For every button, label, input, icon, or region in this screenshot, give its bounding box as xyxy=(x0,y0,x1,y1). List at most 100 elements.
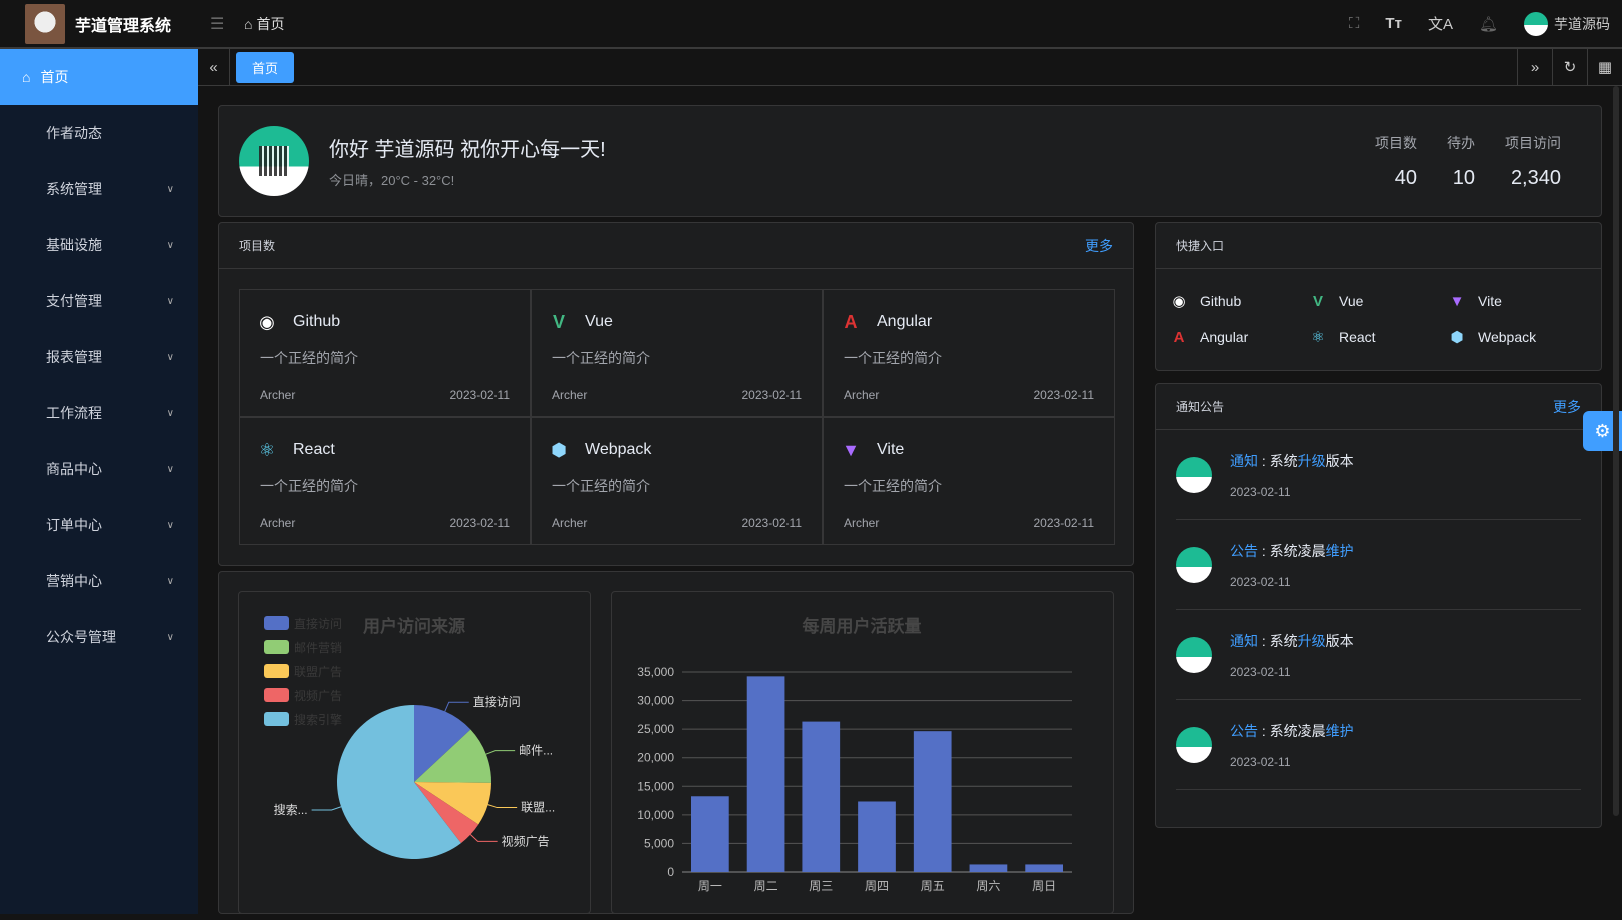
shortcut-item[interactable]: ⬢ Webpack xyxy=(1448,325,1587,349)
sidebar-item[interactable]: 工作流程 ∨ xyxy=(0,385,198,441)
bar xyxy=(913,731,952,872)
project-author: Archer xyxy=(552,388,588,402)
sidebar-item[interactable]: 支付管理 ∨ xyxy=(0,273,198,329)
project-desc: 一个正经的简介 xyxy=(552,478,650,494)
weather: 今日晴，20°C - 32°C! xyxy=(329,173,455,188)
shortcut-item[interactable]: V Vue xyxy=(1309,289,1448,313)
notice-date: 2023-02-11 xyxy=(1230,754,1291,769)
notice-type[interactable]: 通知 xyxy=(1230,632,1258,649)
shortcut-item[interactable]: ◉ Github xyxy=(1170,289,1309,313)
notice-item[interactable]: 公告 : 系统凌晨维护 2023-02-11 xyxy=(1176,520,1581,610)
sidebar-item[interactable]: 订单中心 ∨ xyxy=(0,497,198,553)
notice-type[interactable]: 公告 xyxy=(1230,542,1258,559)
notices-card: 通知公告 更多 通知 : 系统升级版本 2023-02-11 公告 : 系统凌晨维护 2… xyxy=(1155,383,1602,828)
notice-item[interactable]: 通知 : 系统升级版本 2023-02-11 xyxy=(1176,430,1581,520)
stat: 项目数 40 xyxy=(1375,133,1417,190)
translate-icon[interactable]: 文A xyxy=(1427,16,1453,33)
legend-swatch xyxy=(264,640,289,654)
user-menu[interactable]: 芋道源码 xyxy=(1524,11,1610,36)
sidebar-item[interactable]: 报表管理 ∨ xyxy=(0,329,198,385)
project-card[interactable]: V Vue 一个正经的简介 Archer 2023-02-11 xyxy=(531,289,823,417)
collapse-menu-icon[interactable]: ☰ xyxy=(210,15,225,33)
label-line xyxy=(487,804,518,809)
scroll-left-button[interactable]: « xyxy=(198,48,230,86)
react-icon: ⚛ xyxy=(258,439,276,460)
chevron-down-icon: ∨ xyxy=(166,351,174,363)
project-card[interactable]: ◉ Github 一个正经的简介 Archer 2023-02-11 xyxy=(239,289,531,417)
project-card[interactable]: ⚛ React 一个正经的简介 Archer 2023-02-11 xyxy=(239,417,531,545)
user-name: 芋道源码 xyxy=(1554,15,1610,32)
sidebar-item[interactable]: 公众号管理 ∨ xyxy=(0,609,198,665)
avatar xyxy=(1176,636,1212,673)
vite-icon: ▼ xyxy=(842,439,860,460)
shortcut-item[interactable]: A Angular xyxy=(1170,325,1309,349)
shortcut-item[interactable]: ⚛ React xyxy=(1309,325,1448,349)
sidebar-item[interactable]: 营销中心 ∨ xyxy=(0,553,198,609)
stat-label: 项目访问 xyxy=(1505,134,1561,151)
x-tick-label: 周四 xyxy=(865,879,889,893)
project-name: Angular xyxy=(877,313,933,330)
notice-type[interactable]: 通知 xyxy=(1230,452,1258,469)
project-card[interactable]: ⬢ Webpack 一个正经的简介 Archer 2023-02-11 xyxy=(531,417,823,545)
scroll-right-button[interactable]: » xyxy=(1517,48,1552,86)
tab-home[interactable]: 首页 xyxy=(236,51,295,83)
project-desc: 一个正经的简介 xyxy=(260,350,358,366)
stat-value: 10 xyxy=(1452,166,1475,189)
notice-text: 系统凌晨 xyxy=(1269,542,1326,559)
shortcut-item[interactable]: ▼ Vite xyxy=(1448,289,1587,313)
notice-type[interactable]: 公告 xyxy=(1230,722,1258,739)
user-avatar xyxy=(239,126,309,196)
breadcrumb-item[interactable]: 首页 xyxy=(256,15,285,32)
refresh-button[interactable]: ↻ xyxy=(1552,48,1587,86)
shortcut-name: Vite xyxy=(1478,293,1502,309)
notice-item[interactable]: 通知 : 系统升级版本 2023-02-11 xyxy=(1176,610,1581,700)
notice-text: 系统 xyxy=(1269,452,1298,469)
sidebar-item[interactable]: 作者动态 xyxy=(0,105,198,161)
label-line xyxy=(311,806,342,811)
bar xyxy=(691,796,729,872)
label-line xyxy=(485,750,516,755)
sidebar-item-label: 工作流程 xyxy=(46,405,102,421)
scrollbar[interactable] xyxy=(1613,86,1619,816)
legend-label: 搜索引擎 xyxy=(294,712,342,727)
project-author: Archer xyxy=(844,388,880,402)
project-name: Vue xyxy=(585,313,613,330)
chevron-down-icon: ∨ xyxy=(166,631,174,643)
chevron-down-icon: ∨ xyxy=(166,295,174,307)
shortcuts-card: 快捷入口 ◉ Github V Vue ▼ Vite A Angular ⚛ React ⬢ Webp… xyxy=(1155,222,1602,371)
sidebar-item[interactable]: 基础设施 ∨ xyxy=(0,217,198,273)
breadcrumb[interactable]: ⌂ 首页 xyxy=(244,14,284,34)
shortcut-name: React xyxy=(1339,329,1376,345)
notice-text: 版本 xyxy=(1325,632,1354,649)
notices-more-link[interactable]: 更多 xyxy=(1553,398,1581,415)
font-size-icon[interactable]: Tт xyxy=(1385,15,1402,32)
legend-label: 联盟广告 xyxy=(294,665,342,679)
chevron-down-icon: ∨ xyxy=(166,239,174,251)
tab-menu-button[interactable]: ▦ xyxy=(1587,48,1622,86)
slice-label: 邮件... xyxy=(519,744,553,758)
tabs-bar: « 首页 » ↻ ▦ xyxy=(198,48,1622,86)
project-card[interactable]: ▼ Vite 一个正经的简介 Archer 2023-02-11 xyxy=(823,417,1115,545)
projects-more-link[interactable]: 更多 xyxy=(1085,237,1113,254)
avatar xyxy=(1176,546,1212,583)
legend-label: 视频广告 xyxy=(294,688,342,703)
sidebar-item[interactable]: 商品中心 ∨ xyxy=(0,441,198,497)
notice-text: 系统 xyxy=(1269,632,1298,649)
logo[interactable]: 芋道管理系统 xyxy=(0,3,198,44)
legend-swatch xyxy=(264,664,289,678)
bell-icon[interactable]: 🔔︎ xyxy=(1478,15,1498,33)
x-tick-label: 周六 xyxy=(976,879,1000,893)
sidebar-item[interactable]: 系统管理 ∨ xyxy=(0,161,198,217)
notice-text: 版本 xyxy=(1325,452,1354,469)
y-tick-label: 5,000 xyxy=(644,836,674,850)
stat-value: 40 xyxy=(1394,166,1417,189)
sidebar-item-label: 公众号管理 xyxy=(46,629,116,645)
x-tick-label: 周一 xyxy=(698,879,722,893)
y-tick-label: 25,000 xyxy=(637,722,674,736)
sidebar-item[interactable]: ⌂ 首页 xyxy=(0,49,198,105)
x-tick-label: 周二 xyxy=(754,879,778,893)
project-card[interactable]: A Angular 一个正经的简介 Archer 2023-02-11 xyxy=(823,289,1115,417)
notice-item[interactable]: 公告 : 系统凌晨维护 2023-02-11 xyxy=(1176,700,1581,790)
fullscreen-icon[interactable]: ⛶ xyxy=(1348,15,1360,32)
slice-label: 直接访问 xyxy=(473,694,521,709)
